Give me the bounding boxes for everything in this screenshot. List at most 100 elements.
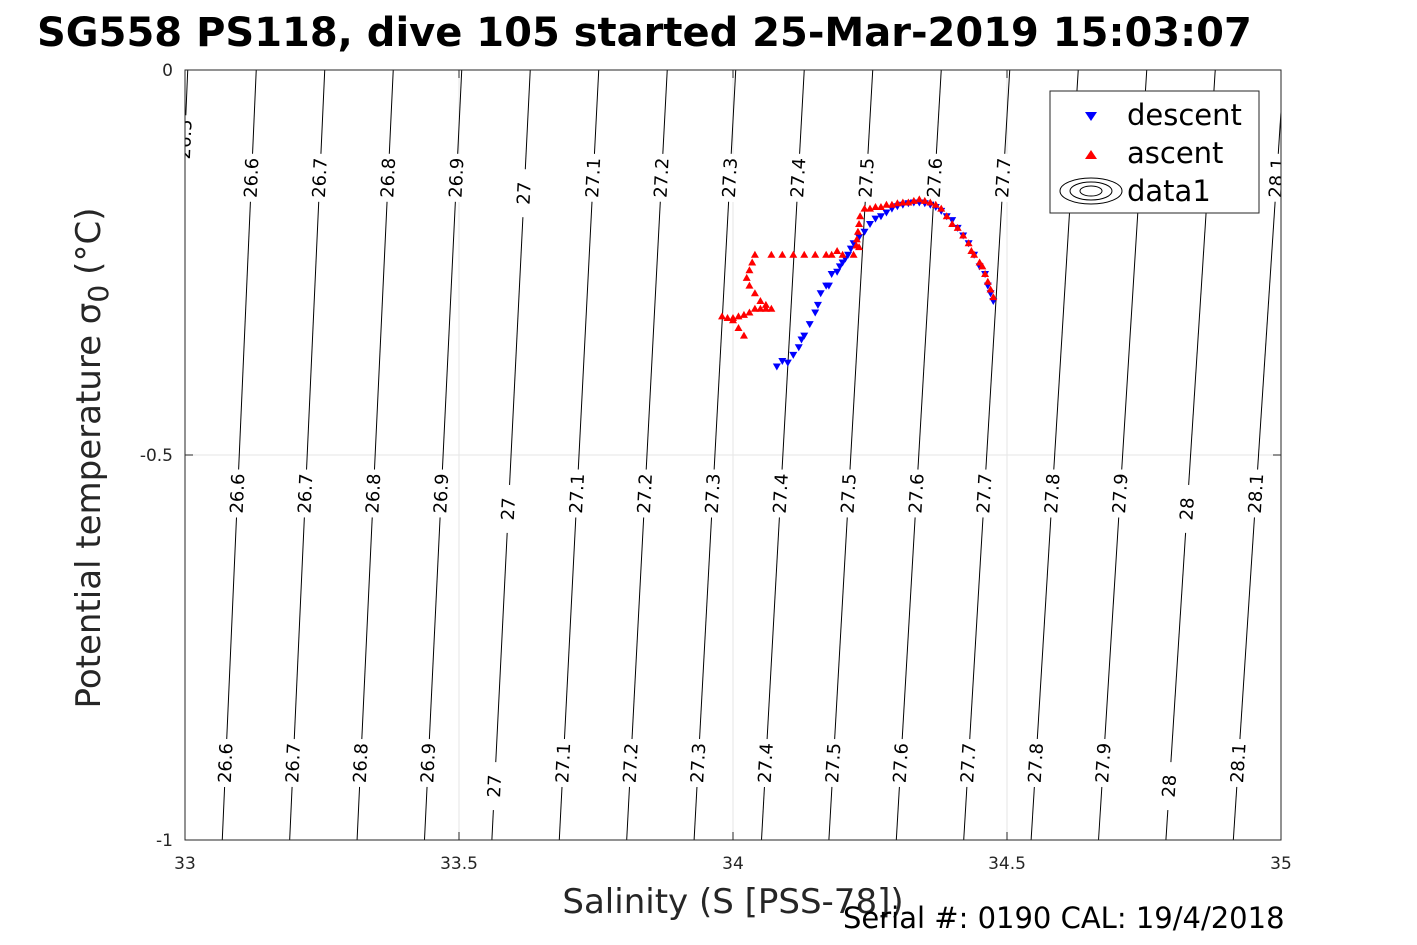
ascent-point-39 <box>811 250 820 258</box>
x-tick-label-1: 33.5 <box>440 854 478 874</box>
ascent-point-52 <box>767 304 776 312</box>
ascent-point-64 <box>729 316 737 324</box>
contour-label: 27.5 <box>855 157 878 198</box>
contour-label-bg <box>238 153 265 203</box>
legend-descent-marker <box>1085 112 1097 121</box>
contour-27: 27 27 27 <box>481 70 538 840</box>
x-tick-label-2: 34 <box>722 854 744 874</box>
contour-label: 27.7 <box>992 157 1015 198</box>
ascent-point-27 <box>860 204 869 212</box>
ascent-point-37 <box>827 250 836 258</box>
ascent-point-35 <box>838 250 847 258</box>
ascent-point-2 <box>983 277 992 285</box>
contour-27-6: 27.6 27.6 27.6 <box>887 70 949 840</box>
contour-label: 27 <box>514 181 536 205</box>
ascent-point-26 <box>866 204 874 212</box>
contour-label: 27 <box>484 774 506 798</box>
contour-label: 28 <box>1159 774 1181 798</box>
contour-label-bg <box>1224 738 1252 788</box>
contour-label: 27.3 <box>687 742 710 783</box>
descent-point-0 <box>772 363 781 371</box>
ascent-point-54 <box>756 304 765 312</box>
contour-label: 26.8 <box>377 157 400 198</box>
contour-label: 27.2 <box>634 473 657 514</box>
contour-label: 26.7 <box>295 473 318 514</box>
legend-box <box>1049 90 1260 214</box>
ascent-point-38 <box>822 250 831 258</box>
contour-label-bg <box>481 761 508 811</box>
contour-label-bg <box>185 114 198 164</box>
contour-label-bg <box>819 738 847 788</box>
contour-27-5: 27.5 27.5 27.5 <box>819 70 880 840</box>
contour-label-bg <box>1089 738 1117 788</box>
contour-label: 27.3 <box>702 473 725 514</box>
contour-label-bg <box>887 738 915 788</box>
contour-label-bg <box>375 153 402 203</box>
contour-label: 28.1 <box>1265 157 1289 198</box>
y-tick-label-1: -0.5 <box>140 446 173 466</box>
contour-label: 27.5 <box>822 742 845 783</box>
contour-28-1: 28.1 28.1 28.1 <box>1224 104 1289 840</box>
ascent-point-46 <box>745 266 754 274</box>
legend-ascent-marker <box>1085 150 1097 159</box>
ascent-point-33 <box>855 243 864 251</box>
contour-label: 26.6 <box>215 743 238 784</box>
contour-label: 27.6 <box>890 742 913 783</box>
contour-label-bg <box>224 468 251 519</box>
descent-point-4 <box>794 344 803 352</box>
contour-label: 27.7 <box>973 473 996 514</box>
descent-point-24 <box>871 215 880 223</box>
contour-label: 28.1 <box>1227 742 1251 783</box>
descent-point-12 <box>824 282 833 290</box>
ascent-point-41 <box>789 250 798 258</box>
ascent-point-10 <box>953 223 962 231</box>
contour-label: 28.1 <box>1245 473 1269 514</box>
contour-26-5: 26.5 <box>174 70 198 164</box>
contour-label: 27.4 <box>755 742 778 783</box>
contour-27-7: 27.7 27.7 27.7 <box>954 70 1017 840</box>
ascent-point-51 <box>761 300 770 308</box>
contour-label-bg <box>971 468 998 519</box>
descent-point-9 <box>813 301 822 309</box>
contour-label-bg <box>1022 738 1050 788</box>
contour-label-bg <box>767 468 795 519</box>
ascent-point-53 <box>761 304 770 312</box>
descent-point-25 <box>876 213 885 221</box>
series-descent <box>772 199 998 371</box>
ascent-point-36 <box>833 246 842 254</box>
x-tick-label-4: 35 <box>1270 854 1292 874</box>
contour-label: 26.7 <box>309 157 332 198</box>
descent-point-10 <box>816 290 825 298</box>
ascent-point-4 <box>978 262 987 270</box>
contour-label: 27.2 <box>651 157 674 198</box>
ascent-point-21 <box>893 199 902 207</box>
ascent-point-7 <box>967 246 976 254</box>
ascent-point-44 <box>750 250 759 258</box>
contour-label-bg <box>1242 468 1270 519</box>
x-axis-label: Salinity (S [PSS-78]) <box>562 882 903 922</box>
contour-label: 26.9 <box>430 473 453 514</box>
ascent-point-19 <box>904 198 913 206</box>
contour-label: 26.9 <box>446 157 469 198</box>
contour-label: 26.9 <box>417 743 440 784</box>
series-ascent <box>718 195 998 339</box>
contour-label-bg <box>853 153 880 203</box>
legend: descent ascent data1 <box>1049 90 1260 214</box>
contour-label-bg <box>631 468 659 519</box>
x-tick-label-0: 33 <box>174 854 196 874</box>
contour-label: 26.5 <box>174 119 197 160</box>
descent-point-19 <box>846 245 855 253</box>
ascent-point-6 <box>970 250 979 258</box>
contour-label-bg <box>428 468 455 519</box>
descent-point-8 <box>811 309 820 317</box>
contour-label: 27.7 <box>957 742 980 783</box>
y-axis-label-unit: (°C) <box>69 208 109 275</box>
ascent-point-11 <box>948 220 957 227</box>
contour-label-bg <box>510 168 538 218</box>
contour-label: 27.8 <box>1041 473 1064 514</box>
ascent-point-42 <box>778 250 787 258</box>
ascent-point-14 <box>931 200 940 208</box>
contour-label-bg <box>835 468 862 519</box>
contour-label-bg <box>415 738 442 788</box>
